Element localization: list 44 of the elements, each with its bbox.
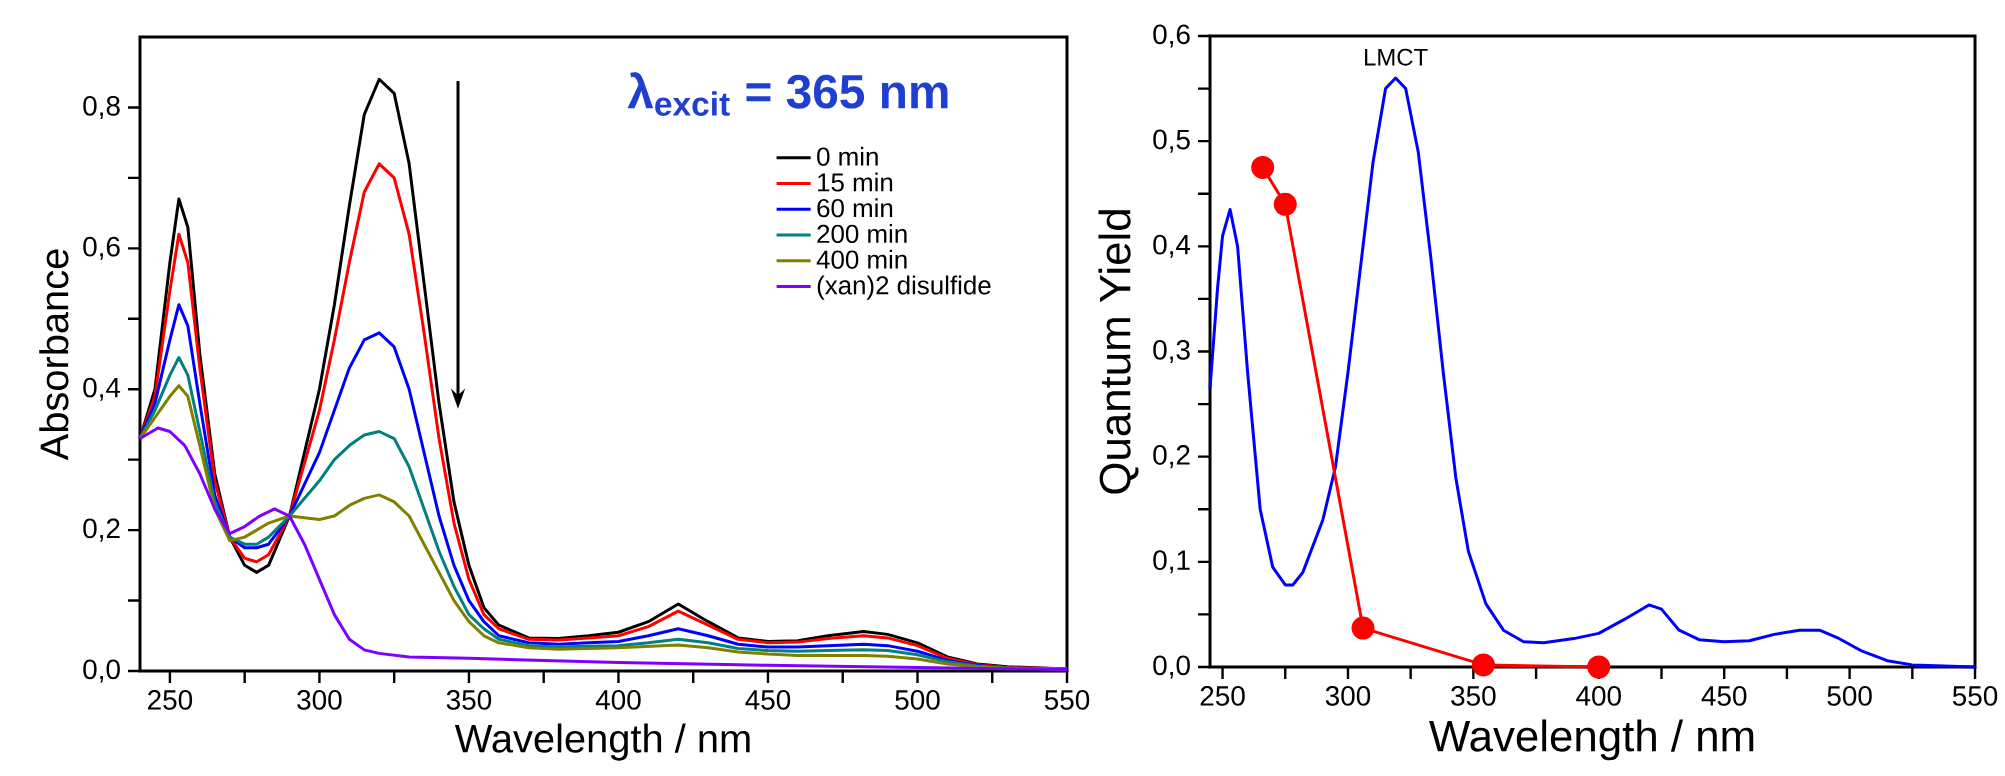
x-tick-label: 250 bbox=[1200, 686, 1245, 706]
y-tick-label: 0,6 bbox=[1153, 24, 1190, 48]
x-tick-label: 400 bbox=[595, 690, 641, 710]
y-tick-label: 0,8 bbox=[83, 95, 120, 119]
y-tick-label: 0,5 bbox=[1153, 129, 1190, 153]
x-tick-label: 300 bbox=[1325, 686, 1371, 706]
x-tick-label: 550 bbox=[1044, 690, 1090, 710]
legend-label: 60 min bbox=[817, 198, 893, 218]
annotation: LMCT bbox=[1365, 48, 1428, 66]
point bbox=[1471, 653, 1495, 677]
x-tick-label: 350 bbox=[446, 690, 492, 710]
legend-label: 15 min bbox=[818, 172, 893, 192]
x-axis-title: Wavelength / nm bbox=[454, 723, 750, 761]
y-tick-label: 0,2 bbox=[1153, 445, 1190, 469]
x-tick-label: 500 bbox=[1827, 686, 1872, 706]
legend-label: 400 min bbox=[816, 249, 907, 269]
y-tick-label: 0,1 bbox=[1153, 550, 1190, 574]
line-series bbox=[1208, 76, 1977, 669]
legend-label: (xan)2 disulfide bbox=[817, 275, 991, 300]
legend-label: 200 min bbox=[817, 224, 907, 244]
point bbox=[1251, 155, 1275, 179]
x-tick-label: 250 bbox=[148, 690, 193, 710]
x-tick-label: 350 bbox=[1451, 686, 1496, 706]
y-tick-label: 0,3 bbox=[1153, 339, 1190, 364]
y-axis-title: Absorbance bbox=[39, 249, 69, 461]
y-tick-label: 0,0 bbox=[83, 659, 120, 683]
x-tick-label: 500 bbox=[895, 690, 940, 710]
y-tick-label: 0,2 bbox=[83, 518, 120, 542]
legend-label: 0 min bbox=[817, 146, 878, 166]
annotation: λ$_{excit}$ = 365 nm bbox=[627, 72, 948, 116]
x-tick-label: 550 bbox=[1952, 686, 1998, 706]
x-tick-label: 450 bbox=[1701, 686, 1747, 706]
y-tick-label: 0,0 bbox=[1153, 655, 1190, 679]
y-tick-label: 0,4 bbox=[1153, 234, 1191, 258]
y-axis-title: Quantum Yield bbox=[1098, 210, 1139, 494]
x-tick-label: 400 bbox=[1576, 686, 1621, 706]
point bbox=[1273, 192, 1297, 216]
y-tick-label: 0,6 bbox=[83, 236, 120, 260]
x-tick-label: 300 bbox=[297, 690, 342, 710]
y-tick-label: 0,4 bbox=[83, 377, 121, 401]
x-tick-label: 450 bbox=[745, 690, 791, 710]
x-axis-title: Wavelength / nm bbox=[1429, 719, 1754, 761]
point bbox=[1587, 655, 1611, 679]
point bbox=[1351, 616, 1375, 640]
